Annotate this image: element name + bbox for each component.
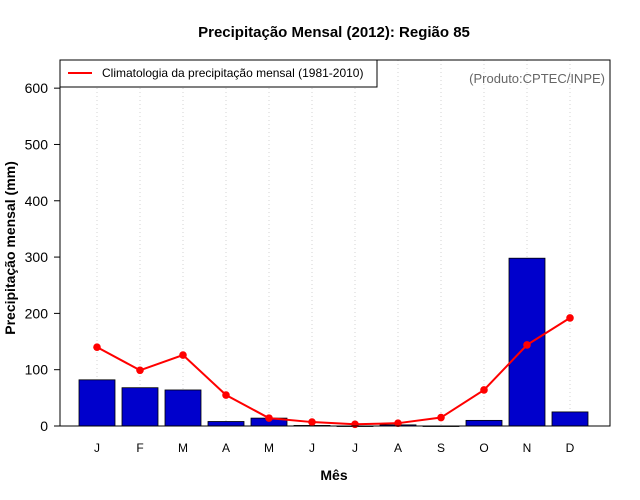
- climatology-point-7: [394, 419, 402, 427]
- x-tick-label: S: [437, 441, 445, 455]
- x-tick-label: M: [178, 441, 188, 455]
- x-tick-label: J: [309, 441, 315, 455]
- legend: Climatologia da precipitação mensal (198…: [59, 59, 378, 88]
- climatology-line-group: [93, 314, 574, 429]
- y-tick-label: 400: [25, 193, 49, 209]
- x-tick-label: M: [264, 441, 274, 455]
- legend-label: Climatologia da precipitação mensal (198…: [102, 66, 363, 80]
- x-tick-label: F: [136, 441, 143, 455]
- y-tick-label: 600: [25, 80, 49, 96]
- climatology-point-2: [179, 351, 187, 359]
- x-tick-label: J: [352, 441, 358, 455]
- x-axis-label: Mês: [320, 467, 347, 483]
- x-tick-label: O: [479, 441, 488, 455]
- y-tick-label: 0: [40, 418, 48, 434]
- x-tick-label: A: [394, 441, 402, 455]
- climatology-point-5: [308, 418, 316, 426]
- x-tick-label: J: [94, 441, 100, 455]
- bar-2: [164, 389, 202, 427]
- chart-title: Precipitação Mensal (2012): Região 85: [198, 24, 470, 41]
- climatology-point-1: [136, 366, 144, 375]
- bar-0: [78, 379, 116, 427]
- bar-9: [465, 419, 503, 427]
- y-axis-label: Precipitação mensal (mm): [2, 161, 18, 335]
- credit-text: (Produto:CPTEC/INPE): [469, 71, 605, 86]
- climatology-line: [96, 317, 571, 426]
- x-tick-label: D: [566, 441, 575, 455]
- climatology-point-4: [265, 414, 273, 422]
- x-tick-label: N: [523, 441, 532, 455]
- climatology-point-0: [93, 343, 101, 351]
- y-tick-label: 100: [25, 362, 49, 378]
- x-tick-label: A: [222, 441, 230, 455]
- bars-group: [78, 257, 589, 427]
- climatology-point-11: [566, 314, 574, 322]
- climatology-point-9: [480, 386, 488, 394]
- y-tick-label: 500: [25, 136, 49, 152]
- climatology-point-8: [437, 413, 445, 422]
- bar-1: [121, 387, 159, 427]
- grid-lines: [96, 60, 571, 426]
- climatology-point-6: [351, 420, 359, 429]
- legend-box: [59, 59, 378, 88]
- y-tick-label: 200: [25, 305, 49, 321]
- bar-11: [551, 411, 589, 427]
- y-tick-label: 300: [25, 249, 49, 265]
- climatology-point-3: [222, 391, 230, 399]
- bar-3: [207, 421, 245, 427]
- climatology-point-10: [523, 341, 531, 349]
- y-axis: 0 100 200 300 400 500 600: [25, 80, 61, 434]
